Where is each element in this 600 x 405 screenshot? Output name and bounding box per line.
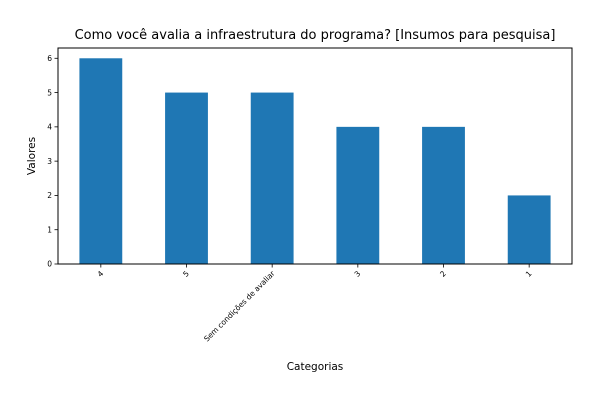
x-tick-label-2: Sem condições de avaliar [202, 268, 277, 343]
y-ticks-layer: 0 1 2 3 4 5 6 [47, 54, 58, 269]
x-tick-label-5: 1 [524, 269, 534, 279]
y-tick-label-6: 6 [47, 54, 52, 63]
bar-0 [79, 58, 123, 265]
x-axis-label: Categorias [287, 361, 344, 373]
x-ticks-layer: 4 5 Sem condições de avaliar 3 2 1 [96, 264, 534, 343]
x-tick-label-1: 5 [181, 269, 191, 279]
bars-layer [79, 58, 551, 265]
y-tick-label-2: 2 [47, 191, 52, 200]
x-tick-label-0: 4 [96, 269, 106, 279]
x-tick-label-3: 3 [353, 269, 363, 279]
y-tick-label-1: 1 [47, 225, 52, 234]
chart-title: Como você avalia a infraestrutura do pro… [75, 28, 556, 43]
bar-5 [507, 195, 551, 264]
bar-1 [165, 92, 208, 264]
plot-frame [57, 47, 573, 265]
y-tick-label-4: 4 [47, 123, 52, 132]
bar-4 [422, 126, 465, 264]
bar-3 [336, 126, 380, 264]
y-axis-label: Valores [26, 137, 38, 175]
x-tick-label-4: 2 [438, 269, 448, 279]
y-tick-label-3: 3 [47, 157, 52, 166]
y-tick-label-0: 0 [47, 260, 52, 269]
y-tick-label-5: 5 [47, 88, 52, 97]
bar-2 [250, 92, 294, 264]
